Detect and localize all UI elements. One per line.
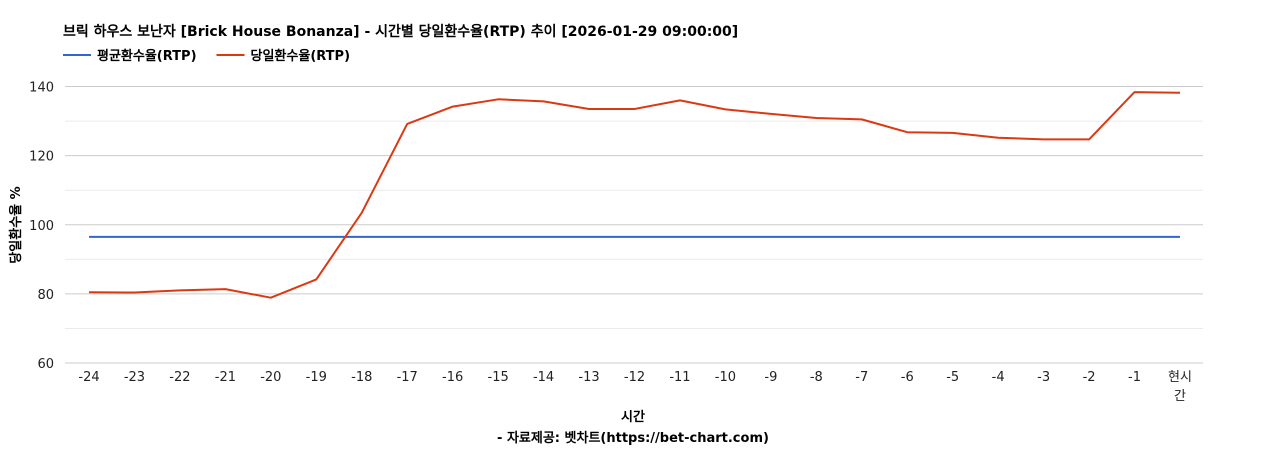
x-tick-label: -12	[624, 370, 645, 385]
x-tick-label: -11	[669, 370, 690, 385]
x-tick-label: -5	[946, 370, 959, 385]
x-tick-label: -1	[1128, 370, 1141, 385]
x-tick-label: -3	[1037, 370, 1050, 385]
x-tick-label: -17	[397, 370, 418, 385]
legend-label-2: 당일환수율(RTP)	[251, 48, 351, 64]
x-tick-label: -13	[578, 370, 599, 385]
x-tick-label: -8	[810, 370, 823, 385]
x-axis-ticks: -24 -23 -22 -21 -20 -19 -18 -17 -16 -15 -14 -13 -12 -…	[78, 370, 1192, 404]
x-tick-label: -23	[124, 370, 145, 385]
source-note: - 자료제공: 벳차트(https://bet-chart.com)	[497, 430, 769, 446]
y-axis-ticks: 60 80 100 120 140	[29, 81, 54, 372]
x-tick-label: -22	[169, 370, 190, 385]
x-tick-label: -10	[715, 370, 736, 385]
y-axis-title: 당일환수율 %	[8, 186, 24, 263]
series-lines	[88, 91, 1181, 299]
x-tick-label: -2	[1083, 370, 1096, 385]
grid	[65, 86, 1203, 364]
x-tick-label: -4	[992, 370, 1005, 385]
y-tick-label: 60	[37, 357, 54, 372]
x-tick-label: -21	[215, 370, 236, 385]
x-tick-label: -7	[855, 370, 868, 385]
x-tick-label: -14	[533, 370, 554, 385]
series-line-2	[88, 91, 1181, 299]
x-tick-label: -19	[306, 370, 327, 385]
y-tick-label: 120	[29, 150, 54, 165]
x-tick-label: -24	[78, 370, 99, 385]
x-axis-title: 시간	[621, 409, 645, 425]
legend: 평균환수율(RTP) 당일환수율(RTP)	[63, 48, 350, 64]
x-tick-label: -18	[351, 370, 372, 385]
x-tick-label: -9	[764, 370, 777, 385]
x-tick-label-line: 현시	[1168, 370, 1192, 385]
x-tick-label: -16	[442, 370, 463, 385]
y-tick-label: 140	[29, 81, 54, 96]
x-tick-label-line: 간	[1174, 389, 1186, 404]
x-tick-label: -6	[901, 370, 914, 385]
legend-label-1: 평균환수율(RTP)	[97, 48, 197, 64]
y-tick-label: 100	[29, 219, 54, 234]
x-tick-label: -20	[260, 370, 281, 385]
chart-title: 브릭 하우스 보난자 [Brick House Bonanza] - 시간별 당…	[63, 23, 738, 40]
x-tick-label: -15	[488, 370, 509, 385]
y-tick-label: 80	[37, 288, 54, 303]
